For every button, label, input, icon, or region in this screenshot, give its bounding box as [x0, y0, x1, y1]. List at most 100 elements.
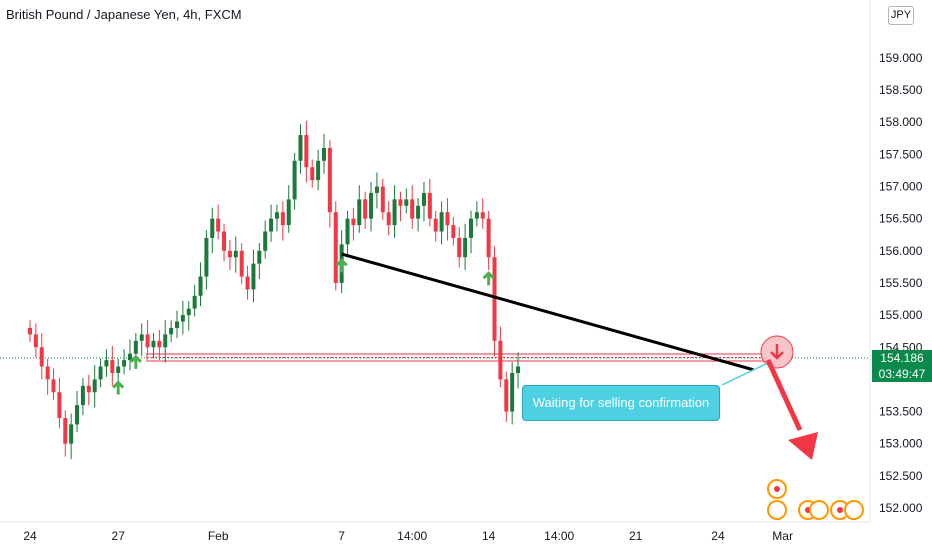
time-tick-label: Mar: [772, 529, 793, 543]
candle-body: [310, 167, 315, 181]
candle-body: [92, 379, 97, 393]
candle-body: [269, 218, 274, 232]
candle-body: [421, 192, 426, 206]
chart-title: British Pound / Japanese Yen, 4h, FXCM: [6, 7, 242, 22]
candle-body: [28, 327, 32, 335]
candle-body: [486, 218, 491, 258]
candle-body: [351, 218, 356, 226]
candle-body: [451, 225, 456, 238]
candle-body: [86, 385, 91, 393]
buy-arrow-icon: [482, 271, 495, 286]
candle-body: [151, 340, 156, 348]
candle-body: [133, 340, 138, 354]
candle-body: [63, 417, 68, 444]
candle-body: [45, 366, 50, 380]
price-tick-label: 157.000: [879, 180, 923, 194]
candle-body: [39, 347, 44, 367]
price-tick-label: 158.000: [879, 115, 923, 129]
candle-body: [80, 385, 85, 406]
candle-body: [169, 327, 174, 335]
candle-body: [433, 218, 438, 232]
candle-body: [410, 199, 415, 219]
candle-body: [127, 353, 132, 361]
candle-body: [280, 212, 285, 226]
time-tick-label: 14:00: [544, 529, 574, 543]
bar-countdown: 03:49:47: [878, 367, 926, 381]
event-dot-icon: [774, 486, 780, 492]
candle-body: [210, 218, 215, 238]
candle-body: [274, 212, 279, 219]
candle-body: [474, 212, 479, 219]
currency-button[interactable]: JPY: [888, 6, 914, 25]
time-tick-label: 27: [112, 529, 126, 543]
candle-body: [69, 424, 74, 444]
current-price-badge: 154.186 03:49:47: [872, 350, 932, 382]
candle-body: [357, 199, 362, 226]
candle-body: [51, 379, 56, 393]
candle-body: [439, 212, 444, 232]
uk-flag-icon[interactable]: [809, 500, 829, 520]
signal-arrows: [112, 258, 495, 395]
uk-flag-icon[interactable]: [767, 500, 787, 520]
candle-body: [245, 276, 250, 290]
uk-flag-icon[interactable]: [844, 500, 864, 520]
price-tick-label: 156.000: [879, 244, 923, 258]
candle-body: [233, 250, 238, 258]
candle-body: [98, 366, 103, 380]
candle-body: [116, 366, 121, 373]
candle-body: [386, 212, 391, 226]
candle-body: [204, 237, 209, 277]
price-tick-label: 153.500: [879, 405, 923, 419]
candle-body: [363, 199, 368, 219]
candle-body: [239, 250, 244, 277]
candle-body: [498, 340, 503, 380]
projection-arrow-icon: [788, 432, 818, 460]
candle-body: [304, 135, 309, 168]
candle-body: [322, 147, 326, 161]
time-axis[interactable]: 24 27 Feb 7 14:00 14 14:00 21 24 Mar: [23, 529, 793, 543]
candle-body: [374, 186, 379, 193]
candle-body: [369, 192, 374, 219]
candle-body: [480, 212, 485, 219]
candle-body: [398, 199, 403, 206]
candle-body: [33, 334, 38, 348]
time-tick-label: 14:00: [397, 529, 427, 543]
candle-body: [75, 405, 80, 425]
price-tick-label: 152.500: [879, 469, 923, 483]
price-tick-label: 159.000: [879, 51, 923, 65]
time-tick-label: 7: [338, 529, 345, 543]
candle-body: [510, 372, 515, 412]
price-tick-label: 152.000: [879, 501, 923, 515]
candle-body: [104, 360, 109, 367]
candle-body: [345, 218, 350, 245]
price-axis[interactable]: 159.000 158.500 158.000 157.500 157.000 156.5…: [879, 51, 923, 515]
price-tick-label: 155.000: [879, 308, 923, 322]
candle-body: [445, 212, 450, 226]
candle-body: [257, 250, 262, 264]
event-icons[interactable]: [767, 479, 864, 520]
candle-body: [392, 199, 397, 226]
candle-body: [504, 379, 509, 412]
candle-body: [175, 321, 179, 328]
candle-body: [186, 308, 191, 316]
buy-arrow-icon: [129, 354, 142, 369]
candle-body: [427, 192, 432, 219]
trendline[interactable]: [341, 252, 754, 372]
candle-body: [404, 199, 409, 206]
candle-body: [145, 334, 150, 348]
price-tick-label: 156.500: [879, 212, 923, 226]
candle-body: [457, 237, 462, 258]
annotation-callout[interactable]: Waiting for selling confirmation: [522, 385, 720, 421]
candle-body: [469, 218, 473, 238]
candle-body: [463, 237, 468, 258]
event-dot-icon: [837, 507, 843, 513]
candle-body: [122, 360, 127, 367]
time-tick-label: 24: [23, 529, 37, 543]
time-tick-label: Feb: [208, 529, 229, 543]
candle-body: [327, 147, 332, 213]
buy-arrow-icon: [335, 258, 348, 273]
price-tick-label: 153.000: [879, 437, 923, 451]
sell-arrow-icon: [770, 344, 784, 360]
candle-body: [263, 231, 268, 251]
